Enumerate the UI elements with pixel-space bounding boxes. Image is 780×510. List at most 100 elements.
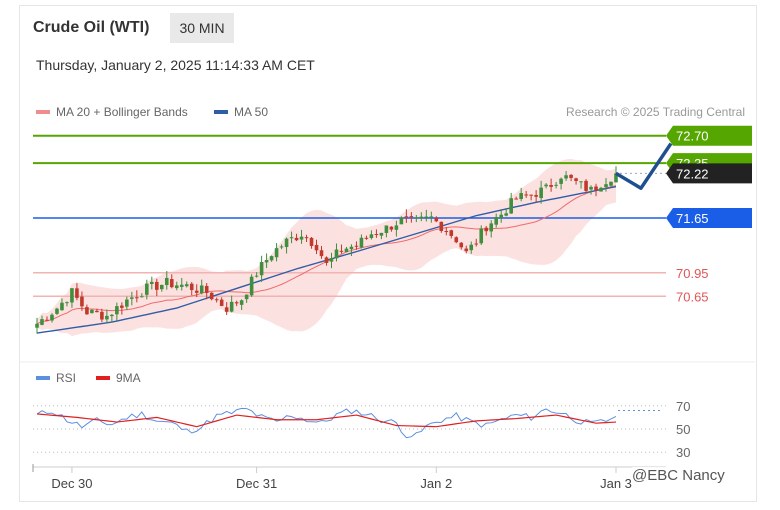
candle-body [50,314,54,321]
candle-body [110,314,114,317]
candle-body [35,323,39,328]
legend-ma9: 9MA [96,371,141,385]
candle-body [424,216,429,218]
candle-body [329,258,334,262]
level-label-72.22: 72.22 [676,166,709,181]
candle-body [334,249,339,259]
legend-rsi: RSI [36,371,76,385]
watermark: @EBC Nancy [632,467,725,484]
x-tick-label: Jan 3 [600,476,632,491]
candle-body [115,306,119,315]
candle-body [529,194,533,196]
legend-rsi-label: RSI [56,371,77,385]
candle-body [204,285,209,293]
candle-body [224,307,229,312]
candle-body [70,288,74,303]
candle-body [199,285,204,294]
candle-body [359,237,364,248]
rsi-line [36,407,617,439]
candle-body [314,244,319,251]
candle-body [284,238,289,248]
price-badge-72.70 [666,125,752,146]
candle-body [254,275,259,277]
candle-body [399,217,404,225]
ma50-swatch [214,110,228,114]
forecast-arrow [615,142,673,190]
candle-body [264,260,269,263]
legend-ma50: MA 50 [214,105,268,119]
timestamp: Thursday, January 2, 2025 11:14:33 AM CE… [36,57,315,73]
price-badge-72.22 [666,163,752,184]
candle-body [604,184,608,188]
candle-body [239,300,244,305]
candle-body [449,230,454,236]
candle-body [135,297,139,299]
candle-body [369,234,374,239]
candle-body [344,248,349,252]
candle-body [444,231,449,233]
candle-body [504,213,508,216]
candle-body [544,184,548,187]
candle-body [179,284,184,287]
candle-body [120,305,124,308]
ma9-line [36,413,617,428]
candle-body [154,281,159,290]
rsi-tick-30: 30 [676,445,690,460]
candle-body [389,226,394,230]
x-tick-label: Dec 31 [236,476,277,491]
candle-body [164,277,169,286]
x-tick-label: Jan 2 [420,476,452,491]
candle-body [404,216,409,218]
candle-body [159,284,164,290]
bollinger-band [37,158,616,337]
candle-body [249,276,254,296]
candle-body [409,216,414,218]
candle-body [130,297,134,299]
timeframe-badge[interactable]: 30 MIN [170,13,234,43]
candle-body [184,284,189,287]
candle-body [274,248,279,258]
candle-body [289,237,294,239]
candle-body [324,257,329,263]
candle-body [294,237,299,241]
candle-body [599,187,603,192]
candle-body [75,288,79,298]
candle-body [145,283,149,295]
candle-body [379,232,384,236]
candle-body [339,250,344,252]
candle-body [229,301,234,312]
candle-body [564,175,568,179]
candle-body [384,225,389,233]
candle-body [609,181,613,186]
credit-text: Research © 2025 Trading Central [566,105,745,119]
candle-body [579,181,583,183]
candle-body [219,299,224,306]
legend-ma20: MA 20 + Bollinger Bands [36,105,188,119]
candle-body [484,227,489,232]
candle-body [614,173,618,183]
candle-body [479,228,484,244]
candle-body [259,262,264,276]
candle-body [474,243,479,245]
candle-body [60,302,64,311]
candle-body [140,296,144,298]
candle-body [594,186,598,191]
candle-body [469,244,474,251]
candle-body [499,214,503,218]
candle-body [419,216,424,219]
candle-body [65,302,69,304]
candle-body [100,311,104,320]
candle-body [519,193,523,200]
candle-body [105,315,109,320]
candle-body [174,285,179,289]
candle-body [234,302,239,304]
candle-body [464,248,469,252]
candle-body [414,217,419,219]
candle-body [539,187,543,199]
candle-body [509,198,513,214]
candle-body [80,296,84,307]
candles [35,166,618,334]
price-badge-71.65 [666,207,752,228]
